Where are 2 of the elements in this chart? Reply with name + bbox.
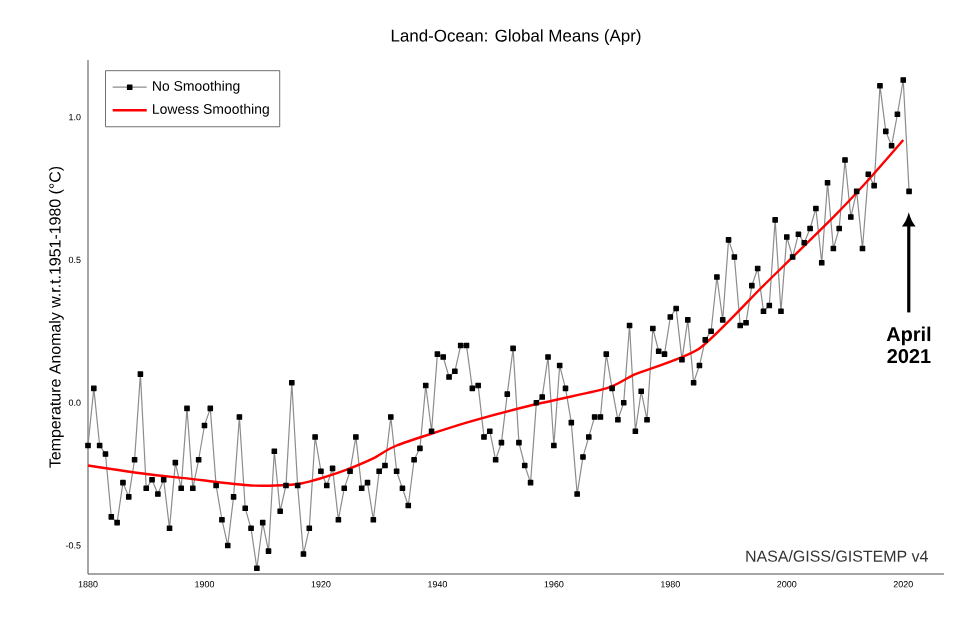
annotation: April 2021: [886, 326, 931, 364]
chart-title: Land-Ocean: Global Means (Apr): [391, 29, 641, 45]
